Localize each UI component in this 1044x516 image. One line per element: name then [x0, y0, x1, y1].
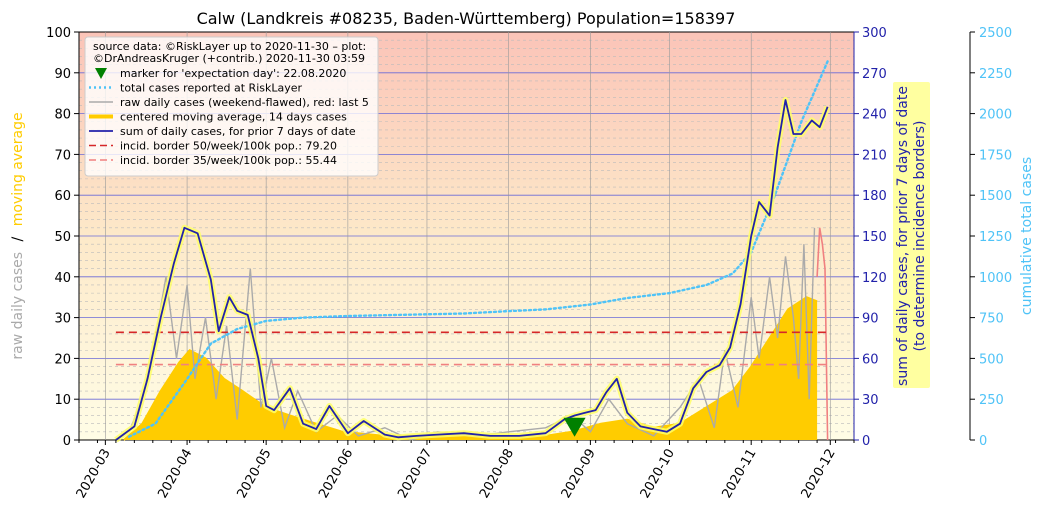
right-y-label-line2: (to determine incidence borders): [912, 121, 928, 352]
legend-entry-label: total cases reported at RiskLayer: [120, 82, 303, 95]
left-axis-tick-label: 0: [63, 434, 71, 449]
chart-title: Calw (Landkreis #08235, Baden-Württember…: [197, 9, 736, 28]
right2-axis-tick-label: 1750: [979, 148, 1012, 163]
legend-marker-icon: [95, 68, 107, 79]
legend-box: [84, 36, 379, 177]
left-y-label-raw: raw daily cases: [10, 252, 26, 360]
x-axis-tick-label: 2020-05: [234, 447, 274, 502]
right-axis-tick-label: 210: [862, 148, 887, 163]
x-axis-tick-label: 2020-08: [477, 447, 517, 502]
right2-axis-tick-label: 1000: [979, 271, 1012, 286]
raw-daily-last5-line: [816, 227, 829, 441]
x-axis-tick-label: 2020-10: [638, 447, 678, 502]
right2-axis-tick-label: 2250: [979, 67, 1012, 82]
legend-entry-label: incid. border 35/week/100k pop.: 55.44: [120, 154, 337, 167]
right-axis-tick-label: 90: [862, 312, 879, 327]
right-axis-tick-label: 60: [862, 352, 879, 367]
right-axis-tick-label: 120: [862, 271, 887, 286]
left-axis-tick-label: 30: [54, 312, 71, 327]
left-axis-tick-label: 40: [54, 271, 71, 286]
right2-axis-tick-label: 1500: [979, 189, 1012, 204]
legend: source data: ©RiskLayer up to 2020-11-30…: [84, 36, 379, 177]
left-axis-tick-label: 80: [54, 108, 71, 123]
right2-axis-tick-label: 500: [979, 352, 1004, 367]
x-axis-tick-label: 2020-06: [316, 447, 356, 502]
x-axis-tick-label: 2020-07: [395, 447, 435, 502]
right-y-label-line1: sum of daily cases, for prior 7 days of …: [895, 86, 911, 386]
left-axis-tick-label: 70: [54, 148, 71, 163]
legend-entry-label: marker for 'expectation day': 22.08.2020: [120, 67, 346, 80]
legend-entry-label: incid. border 50/week/100k pop.: 79.20: [120, 140, 337, 153]
left-y-label: raw daily cases / moving average: [10, 112, 26, 359]
left-axis-tick-label: 50: [54, 230, 71, 245]
right2-axis-tick-label: 1250: [979, 230, 1012, 245]
left-y-label-ma: moving average: [10, 112, 26, 226]
right2-axis-tick-label: 2500: [979, 26, 1012, 41]
legend-entry-label: raw daily cases (weekend-flawed), red: l…: [120, 96, 369, 109]
right2-axis-tick-label: 750: [979, 312, 1004, 327]
legend-source: source data: ©RiskLayer up to 2020-11-30…: [93, 40, 366, 53]
left-axis-tick-label: 10: [54, 393, 71, 408]
left-axis-tick-label: 100: [46, 26, 71, 41]
x-axis-tick-label: 2020-04: [155, 447, 195, 502]
left-axis-tick-label: 60: [54, 189, 71, 204]
left-axis-tick-label: 20: [54, 352, 71, 367]
right-y-label-box: [893, 82, 930, 388]
right2-axis-tick-label: 2000: [979, 108, 1012, 123]
expectation-marker: [563, 417, 586, 437]
legend-credit: ©DrAndreasKruger (+contrib.) 2020-11-30 …: [93, 52, 365, 65]
right2-axis-tick-label: 250: [979, 393, 1004, 408]
right-axis-tick-label: 240: [862, 108, 887, 123]
x-axis-tick-label: 2020-12: [799, 447, 839, 502]
left-y-label-sep: /: [10, 236, 26, 241]
right-axis-tick-label: 180: [862, 189, 887, 204]
right-axis-tick-label: 0: [862, 434, 870, 449]
right2-y-label: cumulative total cases: [1019, 157, 1035, 315]
legend-entry-label: centered moving average, 14 days cases: [120, 111, 347, 124]
x-axis-tick-label: 2020-11: [720, 447, 760, 502]
right-axis-tick-label: 150: [862, 230, 887, 245]
right-axis-tick-label: 30: [862, 393, 879, 408]
series-layer: [114, 60, 831, 443]
x-axis-tick-label: 2020-09: [559, 447, 599, 502]
right-axis-tick-label: 270: [862, 67, 887, 82]
right2-axis-tick-label: 0: [979, 434, 987, 449]
right-axis-tick-label: 300: [862, 26, 887, 41]
left-axis-tick-label: 90: [54, 67, 71, 82]
x-axis-tick-label: 2020-03: [74, 447, 114, 502]
sum7-line: [115, 99, 829, 441]
legend-entry-label: sum of daily cases, for prior 7 days of …: [120, 125, 356, 138]
moving-average-area: [123, 297, 818, 440]
